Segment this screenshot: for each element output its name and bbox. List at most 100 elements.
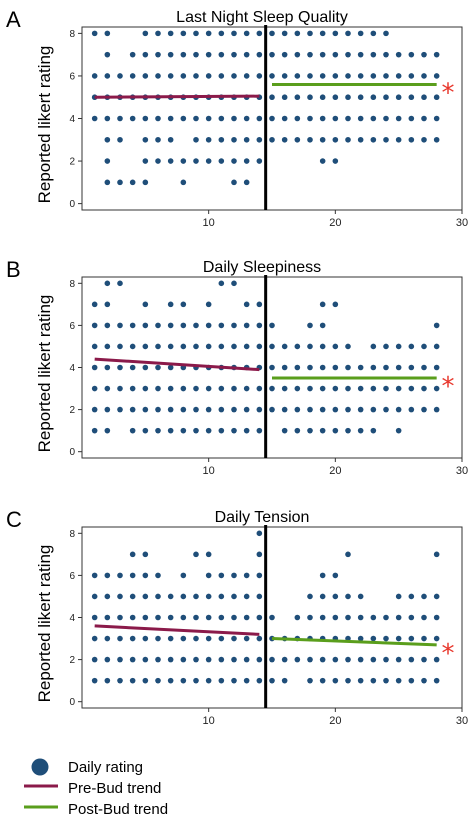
daily-rating-point <box>433 385 440 392</box>
daily-rating-point <box>294 427 301 434</box>
daily-rating-point <box>256 322 263 329</box>
daily-rating-point <box>433 551 440 558</box>
daily-rating-point <box>269 656 275 663</box>
daily-rating-point <box>193 115 199 122</box>
daily-rating-point <box>91 614 98 621</box>
daily-rating-point <box>129 115 136 122</box>
daily-rating-point <box>205 51 212 58</box>
daily-rating-point <box>142 593 149 600</box>
daily-rating-point <box>433 51 440 58</box>
daily-rating-point <box>205 343 212 350</box>
daily-rating-point <box>218 343 225 350</box>
daily-rating-point <box>231 635 237 642</box>
daily-rating-point <box>408 136 415 143</box>
daily-rating-point <box>395 343 402 350</box>
daily-rating-point <box>319 158 326 164</box>
daily-rating-point <box>383 51 389 58</box>
daily-rating-point <box>357 51 364 58</box>
daily-rating-point <box>332 364 339 371</box>
daily-rating-point <box>307 30 313 37</box>
daily-rating-point <box>383 136 389 143</box>
daily-rating-point <box>307 73 313 79</box>
daily-rating-point <box>395 635 402 642</box>
daily-rating-point <box>319 73 326 79</box>
daily-rating-point <box>180 322 187 329</box>
daily-rating-point <box>104 427 111 434</box>
daily-rating-point <box>231 656 237 663</box>
daily-rating-point <box>231 136 237 143</box>
daily-rating-point <box>104 179 111 186</box>
daily-rating-point <box>167 364 174 371</box>
daily-rating-point <box>104 301 111 308</box>
daily-rating-point <box>205 614 212 621</box>
daily-rating-point <box>104 280 111 287</box>
daily-rating-point <box>205 301 212 308</box>
daily-rating-point <box>307 115 313 122</box>
daily-rating-point <box>395 614 402 621</box>
daily-rating-point <box>243 51 250 58</box>
daily-rating-point <box>332 593 339 600</box>
daily-rating-point <box>243 73 250 79</box>
daily-rating-point <box>408 73 415 79</box>
daily-rating-point <box>395 677 402 684</box>
daily-rating-point <box>433 593 440 600</box>
daily-rating-point <box>421 677 427 684</box>
daily-rating-point <box>395 136 402 143</box>
daily-rating-point <box>370 30 377 37</box>
daily-rating-point <box>269 94 275 101</box>
daily-rating-point <box>319 343 326 350</box>
daily-rating-point <box>319 301 326 308</box>
legend-label: Post-Bud trend <box>68 801 168 818</box>
daily-rating-point <box>91 30 98 37</box>
daily-rating-point <box>104 158 111 164</box>
daily-rating-point <box>319 593 326 600</box>
significance-star: * <box>442 372 455 402</box>
daily-rating-point <box>294 385 301 392</box>
daily-rating-point <box>294 94 301 101</box>
daily-rating-point <box>104 572 111 579</box>
panel-title: Daily Sleepiness <box>203 259 321 276</box>
daily-rating-point <box>231 158 237 164</box>
daily-rating-point <box>180 635 187 642</box>
daily-rating-point <box>104 115 111 122</box>
daily-rating-point <box>142 656 149 663</box>
daily-rating-point <box>319 406 326 413</box>
daily-rating-point <box>142 179 149 186</box>
pre-bud-trend-line <box>94 624 260 636</box>
x-tick-label: 10 <box>203 465 215 477</box>
daily-rating-point <box>383 343 389 350</box>
daily-rating-point <box>433 136 440 143</box>
daily-rating-point <box>256 572 263 579</box>
daily-rating-point <box>281 30 288 37</box>
daily-rating-point <box>294 656 301 663</box>
daily-rating-point <box>408 343 415 350</box>
daily-rating-point <box>231 30 237 37</box>
daily-rating-point <box>104 30 111 37</box>
daily-rating-point <box>142 158 149 164</box>
daily-rating-point <box>256 406 263 413</box>
daily-rating-point <box>218 158 225 164</box>
daily-rating-point <box>243 677 250 684</box>
daily-rating-point <box>307 593 313 600</box>
daily-rating-point <box>433 656 440 663</box>
daily-rating-point <box>256 656 263 663</box>
daily-rating-point <box>243 635 250 642</box>
daily-rating-point <box>155 158 161 164</box>
daily-rating-point <box>319 677 326 684</box>
daily-rating-point <box>142 551 149 558</box>
daily-rating-point <box>370 406 377 413</box>
daily-rating-point <box>408 364 415 371</box>
daily-rating-point <box>129 343 136 350</box>
daily-rating-point <box>256 136 263 143</box>
daily-rating-point <box>142 406 149 413</box>
daily-rating-point <box>256 427 263 434</box>
x-tick-label: 30 <box>456 465 468 477</box>
daily-rating-point <box>421 635 427 642</box>
daily-rating-point <box>91 385 98 392</box>
daily-rating-point <box>117 614 123 621</box>
daily-rating-point <box>117 572 123 579</box>
daily-rating-point <box>205 677 212 684</box>
legend-dot-marker <box>31 758 49 776</box>
daily-rating-point <box>91 343 98 350</box>
daily-rating-point <box>269 677 275 684</box>
